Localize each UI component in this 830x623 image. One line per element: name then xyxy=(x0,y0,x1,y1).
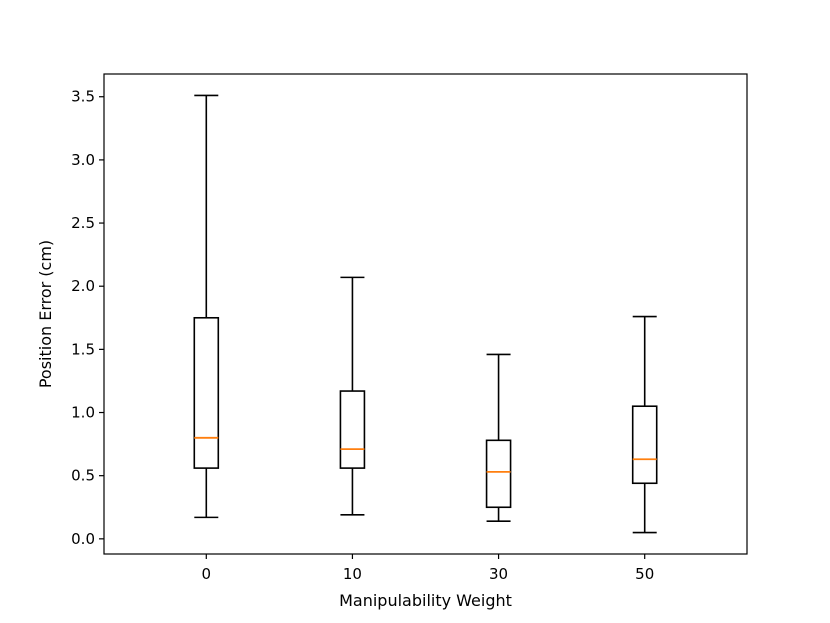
box-10 xyxy=(339,276,366,516)
y-axis-label: Position Error (cm) xyxy=(36,240,55,388)
x-axis: 0 10 30 50 xyxy=(202,554,654,583)
box-iqr xyxy=(339,390,366,469)
x-tick-label: 50 xyxy=(635,565,654,583)
y-tick-label: 0.5 xyxy=(71,467,95,485)
y-tick-label: 3.0 xyxy=(71,151,95,169)
y-tick-label: 1.5 xyxy=(71,340,95,358)
x-axis-label: Manipulability Weight xyxy=(339,591,512,610)
box-0 xyxy=(193,94,220,519)
y-axis: 0.0 0.5 1.0 1.5 2.0 2.5 3.0 3.5 xyxy=(71,88,104,548)
x-tick-label: 10 xyxy=(343,565,362,583)
box-iqr xyxy=(193,316,220,469)
x-tick-label: 30 xyxy=(489,565,508,583)
y-tick-label: 0.0 xyxy=(71,530,95,548)
box-iqr xyxy=(485,439,512,509)
y-tick-label: 2.5 xyxy=(71,214,95,232)
box-50 xyxy=(631,315,658,534)
x-tick-label: 0 xyxy=(202,565,212,583)
plot-area xyxy=(103,73,748,555)
box-iqr xyxy=(631,405,658,485)
box-30 xyxy=(485,353,512,522)
y-tick-label: 3.5 xyxy=(71,88,95,106)
y-tick-label: 2.0 xyxy=(71,277,95,295)
y-tick-label: 1.0 xyxy=(71,404,95,422)
box-group xyxy=(193,94,658,534)
